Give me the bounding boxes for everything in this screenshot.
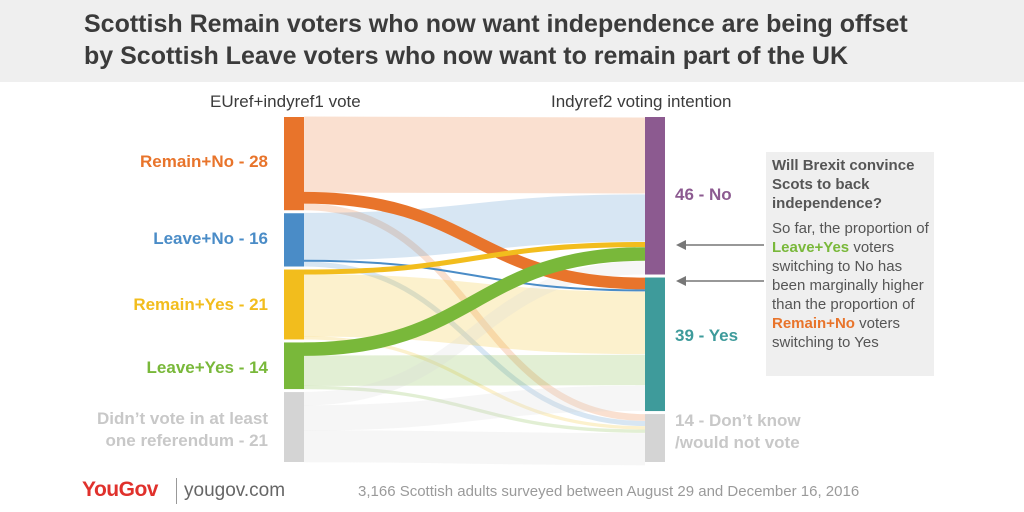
footer-site: yougov.com [184, 480, 286, 501]
flow-leave-yes-to-no [303, 247, 646, 356]
target-bar-yes [645, 277, 665, 412]
flow-leave-no-to-yes [303, 259, 646, 292]
source-bar-didn-t-vote [284, 392, 304, 462]
flow-leave-yes-to-don-t-know [303, 385, 646, 433]
target-label-no: 46 - No [675, 185, 732, 204]
source-label-didnt-vote-line-1: Didn’t vote in at least [97, 409, 268, 428]
chart-title-line-2: by Scottish Leave voters who now want to… [84, 42, 849, 70]
flow-remain-yes-to-yes [303, 274, 646, 355]
footer-divider [176, 478, 177, 504]
source-label-leave-no: Leave+No - 16 [153, 229, 268, 248]
flow-didn-t-vote-to-yes [303, 385, 646, 431]
source-bar-remain-yes [284, 269, 304, 340]
target-bar-no [645, 117, 665, 275]
source-label-remain-yes: Remain+Yes - 21 [133, 295, 268, 314]
callout-text-2: voters switching to No has been marginal… [772, 239, 924, 313]
flow-remain-yes-to-no [303, 242, 646, 275]
source-label-leave-yes: Leave+Yes - 14 [146, 358, 268, 377]
target-label-dont-know-line-1: 14 - Don’t know [675, 411, 801, 430]
callout-question: Will Brexit convince Scots to back indep… [772, 157, 915, 212]
target-bar-don-t-know [645, 414, 665, 462]
callout-text-1: So far, the proportion of [772, 220, 929, 237]
callout-highlight-remain-no: Remain+No [772, 315, 855, 332]
callout-highlight-leave-yes: Leave+Yes [772, 239, 850, 256]
annotation-callout: Will Brexit convince Scots to back indep… [766, 152, 934, 376]
flow-leave-no-to-no [303, 194, 646, 261]
callout-arrow-head-2 [676, 276, 686, 286]
chart-title-line-1: Scottish Remain voters who now want inde… [84, 10, 908, 38]
flow-remain-no-to-yes [303, 191, 646, 290]
title-banner [0, 0, 1024, 82]
flow-didn-t-vote-to-don-t-know [303, 430, 646, 466]
source-label-didnt-vote-line-2: one referendum - 21 [105, 431, 269, 450]
source-bar-remain-no [284, 117, 304, 211]
callout-arrow-head-1 [676, 240, 686, 250]
footer-survey-note: 3,166 Scottish adults surveyed between A… [358, 483, 860, 500]
flow-leave-yes-to-yes [303, 354, 646, 386]
source-label-remain-no: Remain+No - 28 [139, 152, 268, 171]
flow-remain-no-to-no [303, 116, 646, 194]
flow-remain-no-to-don-t-know [303, 203, 646, 421]
source-label-didnt-vote: Didn’t vote in at least one referendum -… [97, 408, 268, 452]
left-column-header: EUref+indyref1 vote [210, 92, 361, 111]
right-column-header: Indyref2 voting intention [551, 92, 732, 111]
source-bar-leave-no [284, 213, 304, 267]
target-label-dont-know: 14 - Don’t know /would not vote [675, 410, 801, 454]
target-label-dont-know-line-2: /would not vote [675, 433, 800, 452]
callout-body: So far, the proportion of Leave+Yes vote… [772, 219, 934, 352]
target-label-yes: 39 - Yes [675, 326, 739, 345]
source-bar-leave-yes [284, 342, 304, 390]
chart-title: Scottish Remain voters who now want inde… [84, 8, 1004, 72]
yougov-logo: YouGov [82, 478, 158, 501]
callout-text-3: voters switching to Yes [772, 315, 900, 351]
